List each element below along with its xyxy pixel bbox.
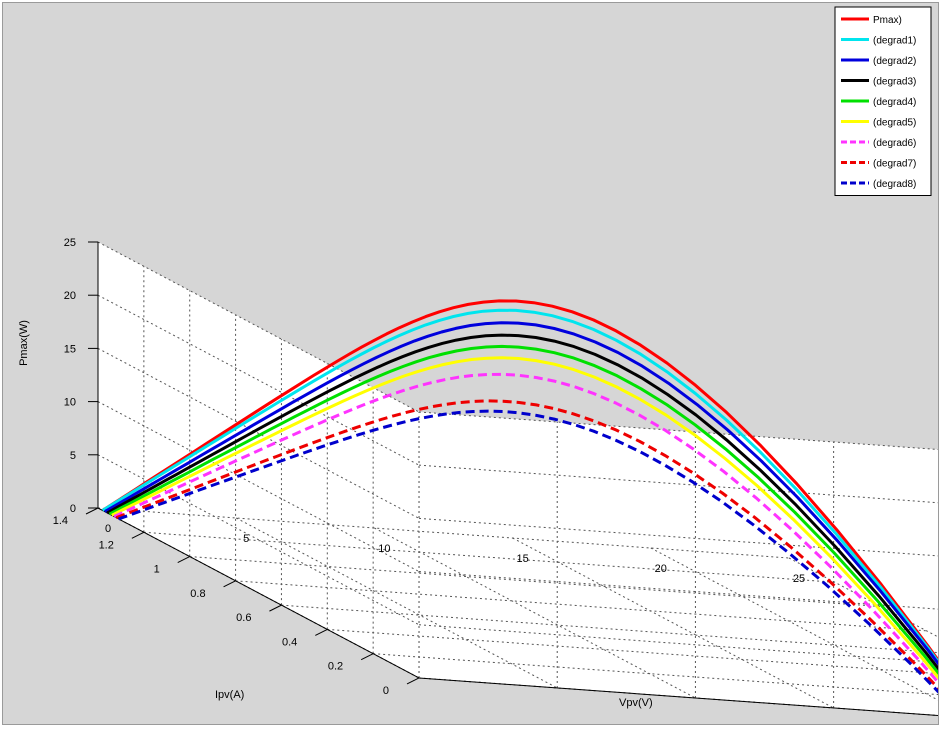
floor-grid-x: [235, 517, 558, 689]
x-axis-line: [418, 677, 941, 717]
y-axis-line: [97, 507, 420, 679]
back-grid-z: [418, 571, 941, 610]
legend: Pmax) (degrad1) (degrad2) (degrad3) (degrad4…: [834, 6, 932, 196]
y-tick-label: 0.6: [236, 612, 251, 624]
floor-grid-x: [374, 527, 696, 699]
y-tick-label: 1.4: [53, 515, 68, 527]
floor-grid-y: [281, 604, 941, 654]
series-line-2: [104, 321, 941, 670]
x-tick-label: 25: [793, 573, 805, 585]
grid-layer: [97, 241, 941, 717]
y-tick-mark: [131, 531, 145, 539]
back-grid-z: [418, 411, 941, 451]
floor-grid-y: [373, 653, 941, 696]
y-tick-label: 0.2: [328, 661, 343, 673]
floor-grid-x: [650, 547, 941, 703]
series-line-0: [101, 299, 941, 667]
side-grid-z: [97, 347, 420, 519]
x-axis-label: Vpv(V): [619, 697, 653, 709]
back-grid-z: [418, 517, 941, 557]
floor-grid-x: [512, 537, 834, 709]
legend-label: (degrad4): [873, 97, 916, 108]
y-tick-mark: [315, 628, 328, 636]
z-tick-label: 15: [64, 343, 76, 355]
side-grid-z: [97, 401, 420, 573]
series-line-6: [113, 372, 941, 688]
pmax-3d-chart: 051015202500.20.40.60.811.21.40510152025…: [18, 6, 941, 717]
legend-label: (degrad5): [873, 118, 916, 129]
floor-grid-y: [189, 556, 881, 608]
z-tick-label: 25: [64, 237, 76, 249]
y-tick-label: 0: [383, 685, 389, 697]
z-tick-label: 0: [70, 503, 76, 515]
back-grid-z: [418, 464, 941, 504]
legend-label: (degrad7): [873, 159, 916, 170]
series-line-5: [111, 356, 941, 684]
y-tick-mark: [360, 653, 374, 661]
y-tick-mark: [406, 677, 420, 685]
z-tick-label: 20: [64, 290, 76, 302]
legend-label: (degrad2): [873, 56, 916, 67]
side-grid-z: [97, 241, 420, 413]
floor-grid-y: [143, 531, 835, 583]
side-grid-z: [97, 294, 420, 466]
series-line-4: [108, 344, 941, 679]
y-axis-label: Ipv(A): [215, 689, 244, 701]
floor-grid-x: [788, 557, 941, 640]
back-grid-z: [418, 624, 941, 664]
y-tick-mark: [177, 556, 190, 564]
y-tick-mark: [269, 604, 282, 612]
z-tick-label: 5: [70, 450, 76, 462]
x-tick-label: 10: [378, 543, 390, 555]
y-tick-label: 0.8: [190, 588, 205, 600]
x-tick-label: 0: [105, 523, 111, 535]
series-layer: [101, 299, 941, 697]
legend-label: Pmax): [873, 15, 902, 26]
z-tick-label: 10: [64, 397, 76, 409]
y-tick-label: 1: [154, 564, 160, 576]
legend-label: (degrad8): [873, 179, 916, 190]
z-axis-label: Pmax(W): [18, 320, 30, 366]
x-tick-label: 20: [655, 563, 667, 575]
floor-grid-y: [327, 628, 941, 675]
x-tick-label: 15: [516, 553, 528, 565]
y-tick-mark: [223, 580, 236, 588]
series-line-1: [101, 308, 941, 669]
series-line-3: [106, 333, 941, 675]
legend-label: (degrad6): [873, 138, 916, 149]
y-tick-label: 1.2: [99, 539, 114, 551]
y-tick-mark: [85, 507, 99, 515]
legend-label: (degrad1): [873, 36, 916, 47]
floor-plane: [98, 508, 941, 716]
x-tick-label: 5: [243, 533, 249, 545]
y-tick-label: 0.4: [282, 636, 297, 648]
series-line-7: [115, 399, 941, 694]
legend-label: (degrad3): [873, 77, 916, 88]
